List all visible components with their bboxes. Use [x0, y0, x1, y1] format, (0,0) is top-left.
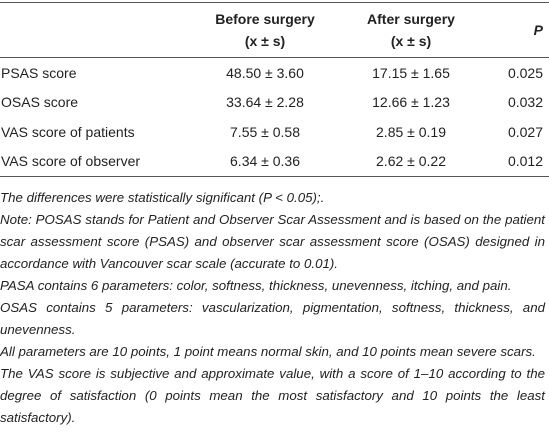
note: All parameters are 10 points, 1 point me… [0, 344, 536, 359]
table-cell: 0.012 [507, 153, 543, 170]
table-cell: 0.032 [507, 94, 543, 111]
table-row: PSAS score 48.50 ± 3.60 17.15 ± 1.65 0.025 [0, 58, 549, 88]
table-row: VAS score of observer 6.34 ± 0.36 2.62 ± 0… [0, 147, 549, 177]
header-row: Before surgery (x ± s) After surgery (x ± s… [0, 2, 549, 58]
note: The VAS score is subjective and approxim… [0, 366, 545, 425]
column-header: After surgery (x ± s) [340, 3, 482, 58]
header-text: P [533, 22, 543, 38]
table-cell: 6.34 ± 0.36 [230, 153, 300, 170]
table-cell: 0.027 [507, 123, 543, 140]
table-row: OSAS score 33.64 ± 2.28 12.66 ± 1.23 0.032 [0, 88, 549, 118]
table-cell: 33.64 ± 2.28 [226, 94, 304, 111]
table-cell: 2.85 ± 0.19 [376, 123, 446, 140]
header-text: (x ± s) [390, 33, 432, 49]
table-cell: 0.025 [507, 64, 543, 81]
header-text: (x ± s) [244, 33, 286, 49]
table-cell: 48.50 ± 3.60 [226, 64, 304, 81]
note: Note: POSAS stands for Patient and Obser… [0, 212, 545, 271]
column-header: P [482, 3, 549, 58]
table-body: PSAS score 48.50 ± 3.60 17.15 ± 1.65 0.025 O… [0, 58, 549, 177]
note: OSAS contains 5 parameters: vascularizat… [0, 300, 545, 337]
table-cell: VAS score of patients [1, 123, 135, 140]
table-cell: 12.66 ± 1.23 [372, 94, 450, 111]
table-cell: 7.55 ± 0.58 [230, 123, 300, 140]
column-header: Before surgery (x ± s) [190, 3, 340, 58]
column-header [0, 3, 190, 58]
notes: The differences were statistically signi… [0, 187, 549, 429]
note: The differences were statistically signi… [0, 190, 325, 205]
note: PASA contains 6 parameters: color, softn… [0, 278, 512, 293]
data-table: Before surgery (x ± s) After surgery (x ± s… [0, 2, 549, 177]
header-text: After surgery [367, 11, 455, 27]
table-row: VAS score of patients 7.55 ± 0.58 2.85 ± 0… [0, 117, 549, 147]
table-cell: 2.62 ± 0.22 [376, 153, 446, 170]
table-cell: OSAS score [1, 94, 79, 111]
header-text: Before surgery [215, 11, 315, 27]
table-cell: VAS score of observer [1, 153, 141, 170]
table-cell: PSAS score [1, 64, 77, 81]
table-cell: 17.15 ± 1.65 [372, 64, 450, 81]
